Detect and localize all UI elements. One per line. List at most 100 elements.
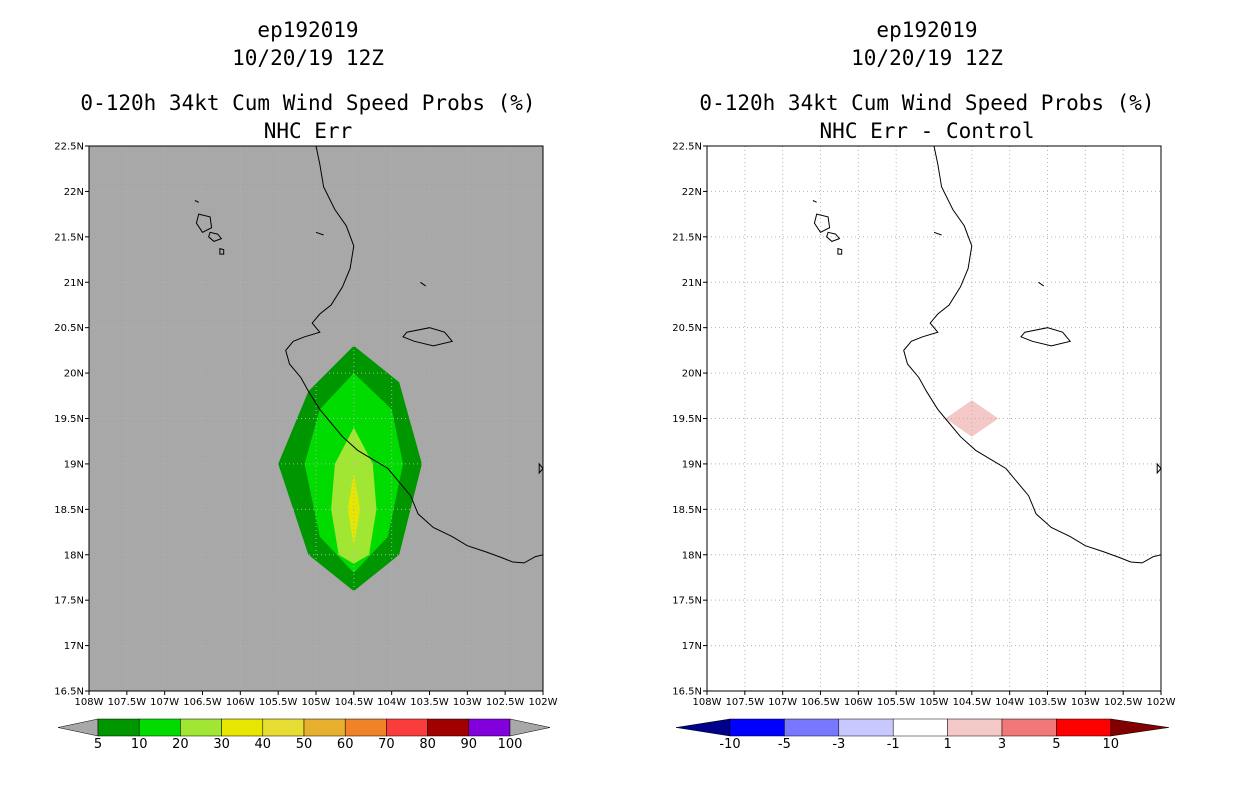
right-lon-tick-label: 104W bbox=[995, 697, 1024, 708]
right-lat-tick-label: 22N bbox=[682, 187, 702, 198]
left-island bbox=[219, 247, 225, 255]
right-chart-title: 0-120h 34kt Cum Wind Speed Probs (%) bbox=[699, 91, 1155, 115]
left-coastline bbox=[285, 145, 544, 564]
right-lat-tick-label: 21.5N bbox=[672, 232, 702, 243]
right-island bbox=[1038, 281, 1044, 287]
right-datetime: 10/20/19 12Z bbox=[851, 46, 1003, 70]
right-island bbox=[1020, 327, 1072, 347]
right-colorbar-swatch bbox=[729, 718, 785, 737]
left-lon-tick-label: 102.5W bbox=[486, 697, 525, 708]
left-lon-tick-label: 108W bbox=[75, 697, 104, 708]
left-colorbar-label: 80 bbox=[419, 737, 436, 752]
left-lon-tick-label: 107W bbox=[150, 697, 179, 708]
right-lon-tick-label: 106.5W bbox=[801, 697, 840, 708]
right-colorbar-low-arrow bbox=[675, 718, 731, 737]
right-lat-tick-label: 22.5N bbox=[672, 142, 702, 153]
left-lon-tick-label: 106W bbox=[226, 697, 255, 708]
left-island bbox=[208, 231, 223, 242]
right-colorbar-high-arrow bbox=[1110, 718, 1169, 737]
left-island bbox=[538, 462, 544, 475]
left-colorbar-swatch bbox=[262, 718, 305, 737]
left-lat-tick-label: 19.5N bbox=[54, 414, 84, 425]
right-storm-id: ep192019 bbox=[876, 18, 978, 42]
right-lon-tick-label: 106W bbox=[844, 697, 873, 708]
left-colorbar-label: 100 bbox=[498, 737, 523, 752]
left-colorbar-swatch bbox=[303, 718, 346, 737]
left-chart-subtitle: NHC Err bbox=[263, 119, 353, 143]
right-lon-tick-label: 103.5W bbox=[1028, 697, 1067, 708]
right-lat-tick-label: 16.5N bbox=[672, 687, 702, 698]
right-lon-tick-label: 108W bbox=[693, 697, 722, 708]
right-lat-tick-label: 20.5N bbox=[672, 323, 702, 334]
left-lon-tick-label: 105.5W bbox=[259, 697, 298, 708]
left-lon-tick-label: 104W bbox=[377, 697, 406, 708]
left-colorbar-swatch bbox=[427, 718, 470, 737]
right-island bbox=[837, 247, 843, 255]
left-colorbar-swatch bbox=[344, 718, 387, 737]
left-lat-tick-label: 21.5N bbox=[54, 232, 84, 243]
left-colorbar-label: 90 bbox=[461, 737, 478, 752]
left-island bbox=[315, 231, 324, 236]
left-lat-tick-label: 19N bbox=[64, 459, 84, 470]
right-island bbox=[812, 200, 817, 203]
left-datetime: 10/20/19 12Z bbox=[232, 46, 384, 70]
left-lon-tick-label: 103W bbox=[453, 697, 482, 708]
right-lat-tick-label: 20N bbox=[682, 369, 702, 380]
left-lat-tick-label: 21N bbox=[64, 278, 84, 289]
left-colorbar-swatch bbox=[468, 718, 511, 737]
right-island bbox=[933, 231, 942, 236]
left-lat-tick-label: 20N bbox=[64, 369, 84, 380]
left-lon-tick-label: 105W bbox=[302, 697, 331, 708]
right-colorbar-swatch bbox=[1001, 718, 1057, 737]
right-lon-tick-label: 103W bbox=[1071, 697, 1100, 708]
right-lat-tick-label: 17N bbox=[682, 641, 702, 652]
left-lon-tick-label: 106.5W bbox=[183, 697, 222, 708]
left-colorbar-swatch bbox=[180, 718, 222, 737]
right-lon-tick-label: 105W bbox=[920, 697, 949, 708]
left-colorbar-label: 40 bbox=[255, 737, 272, 752]
left-lat-tick-label: 16.5N bbox=[54, 687, 84, 698]
left-colorbar-label: 20 bbox=[172, 737, 189, 752]
right-colorbar-label: -5 bbox=[778, 737, 791, 752]
right-colorbar-label: 10 bbox=[1103, 737, 1120, 752]
right-lat-tick-label: 17.5N bbox=[672, 596, 702, 607]
left-island bbox=[195, 213, 213, 233]
right-colorbar-label: 3 bbox=[998, 737, 1006, 752]
right-chart-subtitle: NHC Err - Control bbox=[819, 119, 1035, 143]
right-colorbar-label: -10 bbox=[719, 737, 740, 752]
right-colorbar-label: -3 bbox=[832, 737, 845, 752]
right-colorbar-swatch bbox=[947, 718, 1003, 737]
right-lat-tick-label: 21N bbox=[682, 278, 702, 289]
right-colorbar-label: -1 bbox=[887, 737, 900, 752]
left-chart-title: 0-120h 34kt Cum Wind Speed Probs (%) bbox=[80, 91, 536, 115]
left-lon-tick-label: 102W bbox=[529, 697, 558, 708]
left-lat-tick-label: 17N bbox=[64, 641, 84, 652]
left-colorbar-swatch bbox=[221, 718, 264, 737]
left-island bbox=[194, 200, 199, 203]
left-lon-tick-label: 103.5W bbox=[410, 697, 449, 708]
right-lat-tick-label: 18.5N bbox=[672, 505, 702, 516]
right-lon-tick-label: 105.5W bbox=[877, 697, 916, 708]
left-colorbar-label: 10 bbox=[131, 737, 148, 752]
left-colorbar-low-arrow bbox=[57, 718, 99, 737]
left-island bbox=[420, 281, 426, 287]
left-lon-tick-label: 104.5W bbox=[335, 697, 374, 708]
right-colorbar-label: 5 bbox=[1052, 737, 1060, 752]
right-colorbar-swatch bbox=[784, 718, 840, 737]
right-colorbar-swatch bbox=[1056, 718, 1112, 737]
left-lat-tick-label: 20.5N bbox=[54, 323, 84, 334]
right-lat-tick-label: 19.5N bbox=[672, 414, 702, 425]
left-lat-tick-label: 17.5N bbox=[54, 596, 84, 607]
left-lat-tick-label: 22.5N bbox=[54, 142, 84, 153]
right-coastline bbox=[903, 145, 1162, 564]
left-colorbar-label: 30 bbox=[213, 737, 230, 752]
right-colorbar-swatch bbox=[892, 718, 948, 737]
right-lon-tick-label: 102W bbox=[1147, 697, 1176, 708]
right-lat-tick-label: 18N bbox=[682, 550, 702, 561]
left-lat-tick-label: 18N bbox=[64, 550, 84, 561]
left-colorbar-swatch bbox=[97, 718, 140, 737]
left-colorbar-label: 50 bbox=[296, 737, 313, 752]
right-colorbar-swatch bbox=[838, 718, 894, 737]
right-lon-tick-label: 107.5W bbox=[726, 697, 765, 708]
